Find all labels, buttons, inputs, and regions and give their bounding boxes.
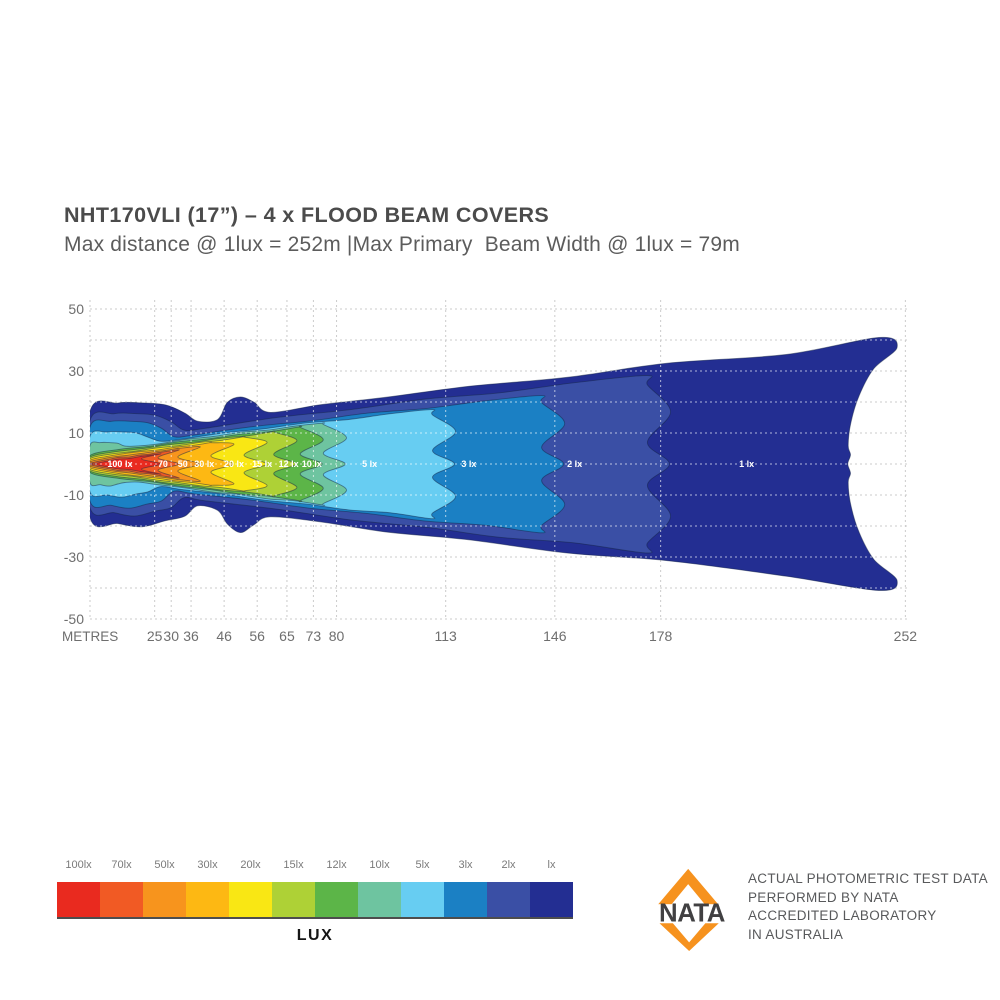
contour-label-20lx: 20 lx: [224, 459, 244, 469]
legend-swatch-1lx: [530, 882, 573, 917]
legend-label-5lx: 5lx: [415, 859, 430, 871]
legend-swatch-12lx: [315, 882, 358, 917]
legend-swatch-70lx: [100, 882, 143, 917]
x-tick-label: 30: [163, 628, 179, 644]
legend-swatch-30lx: [186, 882, 229, 917]
contour-label-2lx: 2 lx: [567, 459, 582, 469]
nata-logo-text-band: [649, 904, 735, 923]
legend-labels: 100lx 70lx 50lx 30lx 20lx 15lx 12lx 10lx 5lx 3lx 2…: [57, 859, 573, 871]
contour-label-3lx: 3 lx: [461, 459, 476, 469]
nata-statement-line-3: ACCREDITED LABORATORY: [748, 908, 937, 923]
nata-logo: NATA: [649, 868, 735, 951]
x-tick-label: 73: [306, 628, 322, 644]
x-tick-label: 25: [147, 628, 163, 644]
contour-label-12lx: 12 lx: [279, 459, 299, 469]
legend-swatch-100lx: [57, 882, 100, 917]
legend-label-12lx: 12lx: [326, 859, 347, 871]
x-tick-label: 56: [249, 628, 265, 644]
nata-statement-line-1: ACTUAL PHOTOMETRIC TEST DATA: [748, 871, 988, 886]
contour-label-100lx: 100 lx: [107, 459, 132, 469]
y-tick-label: 30: [68, 363, 84, 379]
legend-label-15lx: 15lx: [283, 859, 304, 871]
contour-label-10lx: 10 lx: [302, 459, 322, 469]
x-tick-label: 80: [329, 628, 345, 644]
nata-logo-bottom-chevron-icon: [659, 923, 719, 951]
x-tick-label: 178: [649, 628, 673, 644]
legend-label-3lx: 3lx: [458, 859, 473, 871]
nata-statement: ACTUAL PHOTOMETRIC TEST DATA PERFORMED BY…: [748, 870, 988, 944]
contour-label-30lx: 30 lx: [194, 459, 214, 469]
legend-swatch-50lx: [143, 882, 186, 917]
legend-swatch-10lx: [358, 882, 401, 917]
legend-swatch-3lx: [444, 882, 487, 917]
legend-label-2lx: 2lx: [501, 859, 516, 871]
x-tick-label: 113: [435, 628, 458, 644]
x-tick-label: 46: [216, 628, 232, 644]
contour-label-15lx: 15 lx: [252, 459, 272, 469]
legend-label-70lx: 70lx: [111, 859, 132, 871]
y-tick-label: 10: [68, 425, 84, 441]
legend-swatch-20lx: [229, 882, 272, 917]
x-tick-label: 65: [279, 628, 295, 644]
y-tick-label: -30: [64, 549, 84, 565]
nata-logo-top-chevron-icon: [656, 868, 720, 907]
contour-labels: 100 lx 70 50 30 lx 20 lx 15 lx 12 lx 10 lx 5 lx 3…: [107, 459, 754, 469]
x-tick-label: 36: [183, 628, 199, 644]
legend-label-30lx: 30lx: [197, 859, 218, 871]
contour-label-1lx: 1 lx: [739, 459, 754, 469]
x-tick-label: 146: [543, 628, 567, 644]
legend-swatch-15lx: [272, 882, 315, 917]
legend-color-bar: [57, 882, 573, 919]
legend-label-20lx: 20lx: [240, 859, 261, 871]
y-tick-label: -10: [64, 487, 84, 503]
legend-title: LUX: [296, 927, 334, 944]
legend-label-1lx: lx: [547, 859, 556, 871]
legend-label-100lx: 100lx: [65, 859, 92, 871]
contour-label-70lx: 70: [158, 459, 168, 469]
y-tick-label: -50: [64, 611, 84, 627]
page-title: NHT170VLI (17”) – 4 x FLOOD BEAM COVERS: [64, 203, 550, 227]
page-subtitle: Max distance @ 1lux = 252m |Max Primary …: [64, 233, 740, 256]
legend-swatch-2lx: [487, 882, 530, 917]
nata-logo-text: NATA: [659, 899, 725, 927]
nata-statement-line-4: IN AUSTRALIA: [748, 926, 844, 942]
contour-label-5lx: 5 lx: [362, 459, 377, 469]
contour-label-50lx: 50: [178, 459, 188, 469]
x-tick-label: 252: [894, 628, 918, 644]
legend-label-50lx: 50lx: [154, 859, 175, 871]
legend-label-10lx: 10lx: [369, 859, 390, 871]
legend-swatch-5lx: [401, 882, 444, 917]
nata-statement-line-2: PERFORMED BY NATA: [748, 889, 899, 905]
x-axis-title: METRES: [62, 629, 118, 644]
y-tick-label: 50: [68, 301, 84, 317]
